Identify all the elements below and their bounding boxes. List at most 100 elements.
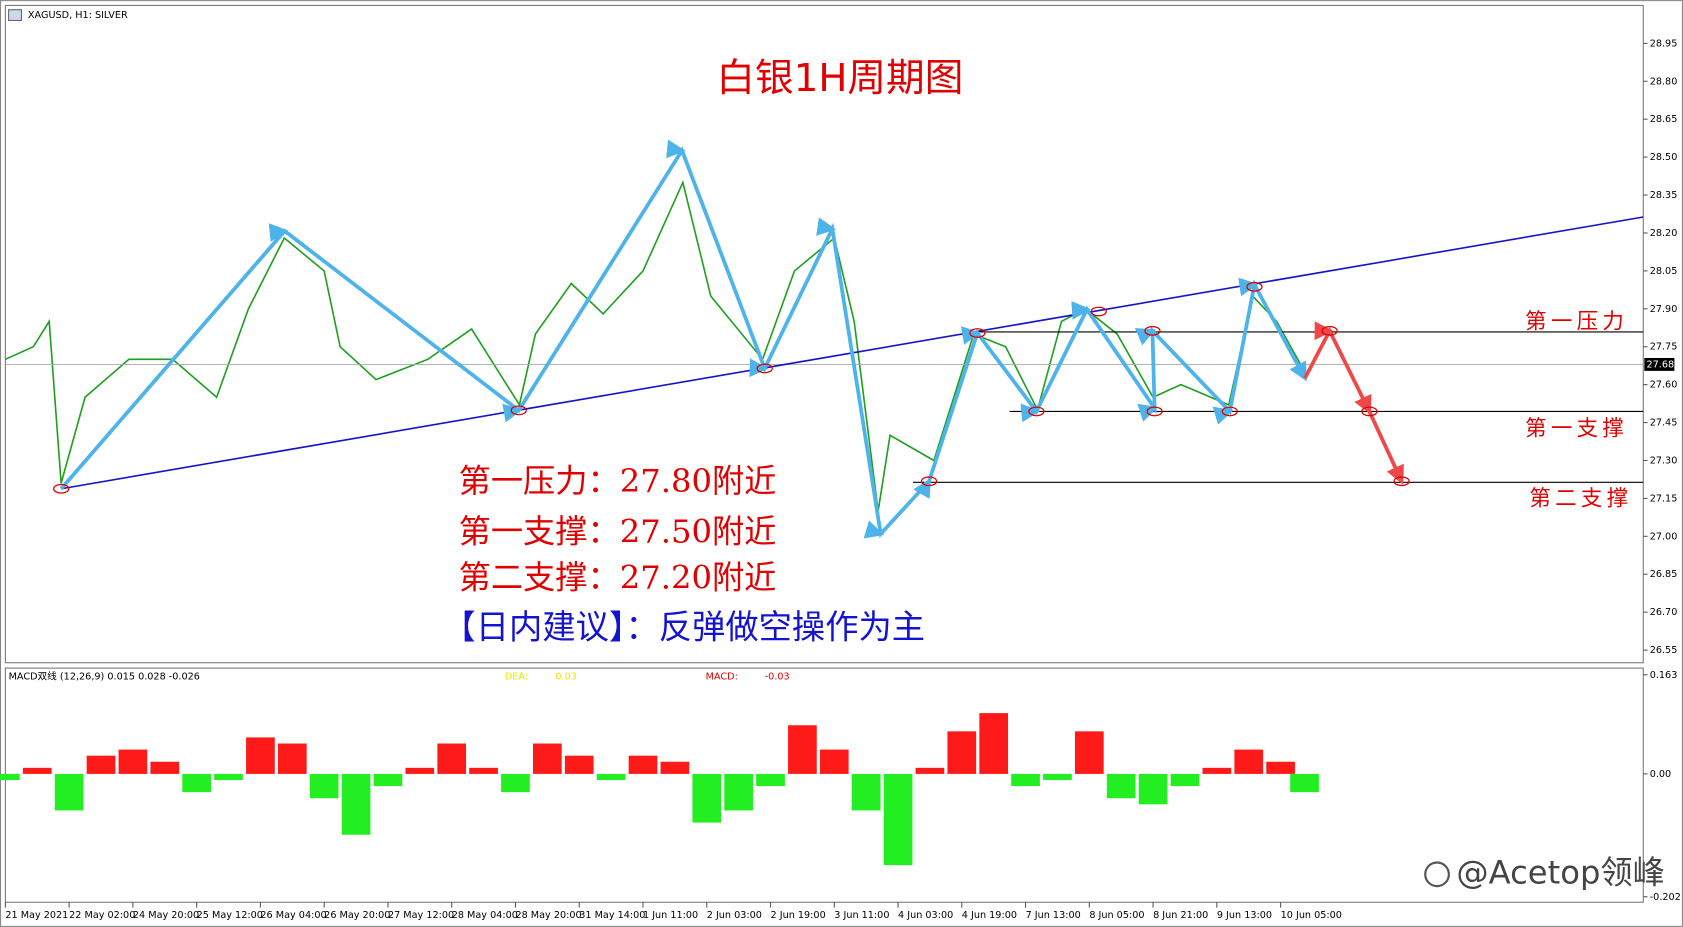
y-tick-label: 27.15 (1650, 493, 1678, 504)
note: 第一支撑：27.50附近 (459, 512, 777, 550)
y-tick-label: 26.55 (1650, 645, 1678, 656)
y-tick-label: 28.20 (1650, 228, 1678, 239)
x-tick-label: 4 Jun 03:00 (898, 910, 953, 921)
macd-bar (628, 755, 658, 774)
legend-value: -0.03 (765, 672, 790, 683)
y-tick-label: -0.202 (1650, 892, 1681, 903)
y-tick-label: 28.65 (1650, 114, 1678, 125)
y-tick-label: 27.60 (1650, 380, 1678, 391)
y-tick-label: 28.80 (1650, 76, 1678, 87)
macd-panel (4, 667, 1644, 903)
forecast-arrows (1303, 321, 1404, 485)
y-tick-label: 27.75 (1650, 342, 1678, 353)
y-tick-label: 28.05 (1650, 266, 1678, 277)
legend-name: MACD: (706, 672, 738, 683)
y-tick-label: 0.00 (1650, 769, 1672, 780)
macd-bar (1290, 773, 1319, 793)
x-tick-label: 26 May 04:00 (260, 910, 326, 921)
macd-bar (1234, 749, 1264, 774)
macd-bar (246, 737, 275, 774)
macd-bar (182, 773, 212, 793)
macd-bar (915, 767, 945, 774)
macd-bar (660, 761, 690, 774)
level-label: 第一支撑 (1525, 417, 1628, 442)
y-tick-label: 28.35 (1650, 190, 1678, 201)
x-tick-label: 2 Jun 19:00 (771, 910, 826, 921)
macd-bar (851, 773, 881, 811)
macd-bar (373, 773, 403, 787)
macd-bar (150, 761, 180, 774)
macd-bar (0, 773, 20, 781)
macd-bar (533, 743, 562, 774)
macd-bar (405, 767, 435, 774)
macd-header: MACD双线 (12,26,9) 0.015 0.028 -0.026 (9, 671, 200, 683)
macd-bar (819, 749, 849, 774)
macd-bar (1106, 773, 1136, 799)
x-tick-label: 4 Jun 19:00 (962, 910, 1017, 921)
data-layer (0, 179, 1644, 866)
legend-name: DEA: (505, 672, 528, 683)
last-price-label: 27.68 (1646, 359, 1674, 370)
macd-bar (564, 755, 594, 774)
macd-bar (692, 773, 722, 823)
legend-value: 0.03 (555, 672, 577, 683)
x-tick-label: 2 Jun 03:00 (707, 910, 762, 921)
macd-bar (54, 773, 84, 811)
macd-bar (1011, 773, 1040, 787)
x-tick-label: 31 May 14:00 (579, 910, 645, 921)
x-tick-label: 28 May 20:00 (515, 910, 581, 921)
y-tick-label: 0.163 (1650, 670, 1678, 681)
note: 第一压力：27.80附近 (459, 462, 777, 500)
macd-bar (118, 749, 148, 774)
price-panel (4, 4, 1644, 664)
x-tick-label: 1 Jun 11:00 (643, 910, 698, 921)
macd-bar (788, 725, 817, 774)
y-tick-label: 27.45 (1650, 418, 1678, 429)
macd-bar (1170, 773, 1200, 787)
y-tick-label: 27.90 (1650, 304, 1678, 315)
macd-bar (1043, 773, 1072, 781)
wave-arrows (59, 139, 1307, 539)
x-tick-label: 25 May 12:00 (197, 910, 263, 921)
macd-bar (469, 767, 498, 774)
advice: 【日内建议】：反弹做空操作为主 (442, 607, 925, 646)
macd-bar (724, 773, 753, 811)
macd-bar (1202, 767, 1232, 774)
x-tick-label: 22 May 02:00 (69, 910, 135, 921)
macd-bar (501, 773, 530, 793)
macd-bar (86, 755, 116, 774)
x-tick-label: 9 Jun 13:00 (1217, 910, 1272, 921)
watermark: @Acetop领峰 (1456, 853, 1664, 891)
last-price-tag (1644, 357, 1675, 371)
x-tick-label: 27 May 12:00 (388, 910, 454, 921)
macd-bar (756, 773, 785, 787)
x-tick-label: 10 Jun 05:00 (1281, 910, 1342, 921)
y-tick-label: 28.50 (1650, 152, 1678, 163)
macd-bar (214, 773, 243, 781)
x-tick-label: 24 May 20:00 (133, 910, 199, 921)
y-tick-label: 26.85 (1650, 569, 1678, 580)
x-tick-label: 3 Jun 11:00 (834, 910, 889, 921)
macd-bar (1138, 773, 1168, 805)
macd-bar (883, 773, 913, 866)
level-label: 第一压力 (1525, 309, 1628, 334)
note: 第二支撑：27.20附近 (459, 559, 777, 597)
macd-bar (979, 713, 1009, 774)
macd-bar (596, 773, 626, 781)
x-tick-label: 26 May 20:00 (324, 910, 390, 921)
pivot-markers (53, 281, 1410, 494)
x-tick-label: 21 May 2021 (5, 910, 68, 921)
y-tick-label: 27.00 (1650, 531, 1678, 542)
macd-bar (437, 743, 467, 774)
window-icon (8, 9, 23, 22)
watermark-icon (1424, 861, 1450, 888)
y-tick-label: 26.70 (1650, 607, 1678, 618)
level-label: 第二支撑 (1529, 486, 1632, 511)
x-tick-label: 28 May 04:00 (452, 910, 518, 921)
symbol-header: XAGUSD, H1: SILVER (28, 10, 128, 21)
y-tick-label: 28.95 (1650, 38, 1678, 49)
macd-bar (1074, 731, 1104, 774)
